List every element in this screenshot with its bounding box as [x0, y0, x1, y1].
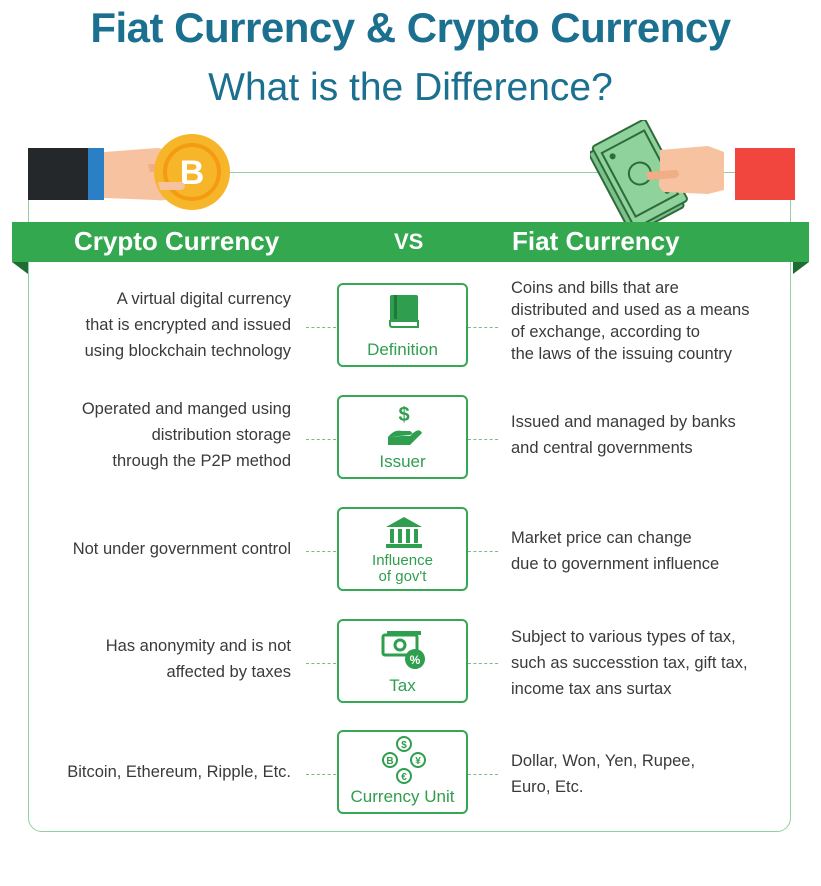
- crypto-header: Crypto Currency: [74, 226, 280, 256]
- category-box: $ Issuer: [337, 395, 468, 479]
- svg-text:%: %: [410, 653, 421, 667]
- crypto-hand-coin-illustration: B: [88, 134, 230, 210]
- svg-text:$: $: [398, 404, 409, 426]
- category-box: Influence of gov't: [337, 507, 468, 591]
- connector-left: [306, 439, 336, 440]
- vs-label: VS: [394, 229, 424, 254]
- page-subtitle: What is the Difference?: [208, 66, 613, 109]
- money-percent-icon: %: [381, 631, 425, 669]
- comparison-row-definition: A virtual digital currency that is encryp…: [0, 279, 821, 373]
- category-label: Definition: [367, 340, 438, 359]
- svg-text:B: B: [386, 756, 393, 767]
- fiat-description: Issued and managed by banks and central g…: [511, 413, 736, 457]
- connector-right: [468, 327, 498, 328]
- fiat-description: Subject to various types of tax, such as …: [511, 628, 748, 698]
- connector-left: [306, 327, 336, 328]
- crypto-description: Bitcoin, Ethereum, Ripple, Etc.: [67, 763, 291, 781]
- comparison-row-influence: Not under government control Influence of…: [0, 507, 821, 597]
- fiat-description: Coins and bills that are distributed and …: [511, 279, 750, 363]
- category-label: Tax: [389, 676, 416, 695]
- fiat-hand: [658, 146, 724, 194]
- crypto-description: Operated and manged using distribution st…: [81, 400, 291, 470]
- connector-left: [306, 551, 336, 552]
- banner-fold-right: [793, 262, 809, 274]
- dollar-bills-icon: [590, 120, 688, 230]
- crypto-description: Not under government control: [72, 540, 291, 558]
- comparison-row-issuer: Operated and manged using distribution st…: [0, 395, 821, 485]
- comparison-row-tax: Has anonymity and is not affected by taxe…: [0, 619, 821, 709]
- fiat-description: Dollar, Won, Yen, Rupee, Euro, Etc.: [511, 752, 696, 796]
- svg-text:$: $: [401, 740, 407, 751]
- page-title: Fiat Currency & Crypto Currency: [90, 4, 731, 51]
- crypto-description: Has anonymity and is not affected by taxe…: [105, 637, 291, 681]
- crypto-description: A virtual digital currency that is encryp…: [84, 290, 291, 360]
- connector-right: [468, 439, 498, 440]
- content-frame: [28, 172, 791, 832]
- svg-text:€: €: [401, 772, 407, 783]
- connector-right: [468, 774, 498, 775]
- comparison-row-currency-unit: Bitcoin, Ethereum, Ripple, Etc. $ ¥ € B …: [0, 730, 821, 820]
- connector-right: [468, 551, 498, 552]
- header-banner: Crypto Currency VS Fiat Currency: [12, 222, 809, 262]
- svg-text:¥: ¥: [415, 756, 421, 767]
- bank-building-icon: [386, 517, 422, 548]
- category-label: Currency Unit: [350, 787, 455, 806]
- category-box: $ ¥ € B Currency Unit: [337, 730, 468, 814]
- fiat-header: Fiat Currency: [512, 226, 680, 256]
- hand-dollar-icon: $: [388, 404, 422, 445]
- currency-exchange-icon: $ ¥ € B: [382, 736, 426, 784]
- crypto-sleeve: [88, 148, 104, 200]
- crypto-flag: [28, 148, 88, 200]
- category-box: % Tax: [337, 619, 468, 703]
- fiat-hand-cash-illustration: [590, 120, 724, 230]
- category-box: Definition: [337, 283, 468, 367]
- connector-left: [306, 663, 336, 664]
- connector-left: [306, 774, 336, 775]
- fiat-flag: [735, 148, 795, 200]
- category-label: Issuer: [379, 452, 426, 471]
- book-icon: [389, 295, 419, 328]
- connector-right: [468, 663, 498, 664]
- banner-fold-left: [12, 262, 28, 274]
- fiat-description: Market price can change due to government…: [511, 529, 720, 573]
- category-label: Influence of gov't: [372, 552, 433, 585]
